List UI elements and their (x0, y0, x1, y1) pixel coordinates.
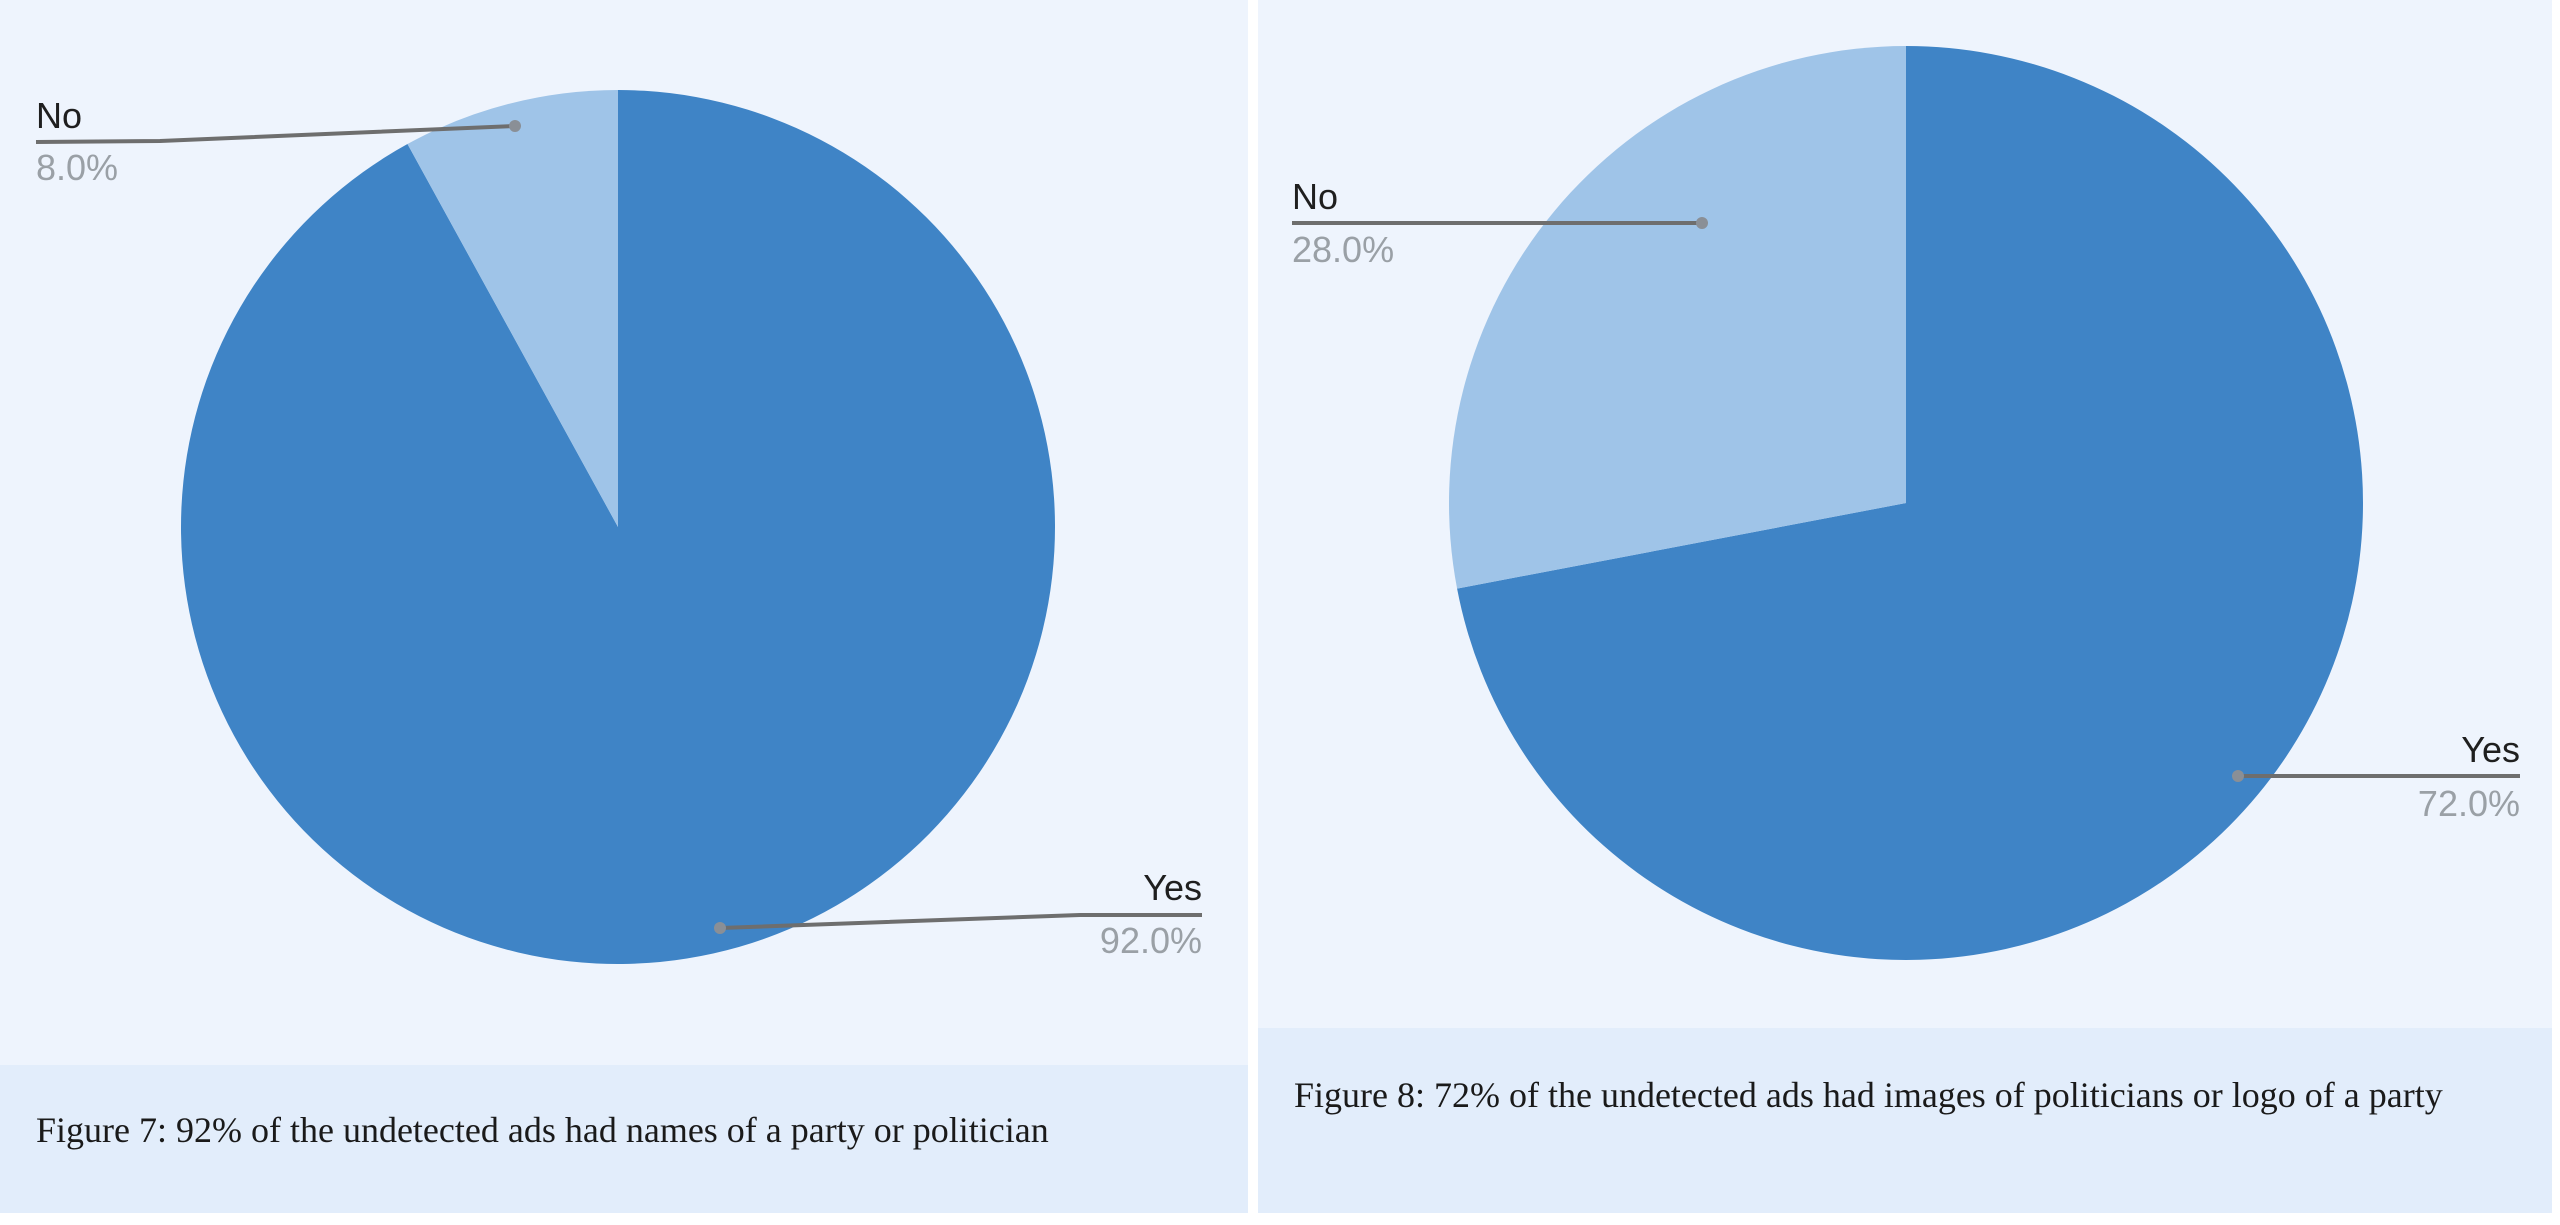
pie-chart-figure-7: No 8.0% Yes 92.0% (35, 90, 1202, 965)
pie-chart-figure-8: No 28.0% Yes 72.0% (1292, 46, 2520, 961)
slice-label-no: No (1292, 176, 1338, 217)
leader-dot-no (509, 120, 521, 132)
figure-caption-box: Figure 7: 92% of the undetected ads had … (0, 1065, 1248, 1213)
slice-value-no: 28.0% (1292, 229, 1394, 270)
pie-slice-no (407, 90, 618, 527)
figure-caption: Figure 8: 72% of the undetected ads had … (1294, 1075, 2443, 1115)
chart-panel-figure-8: No 28.0% Yes 72.0% Figure 8: 72% of the … (1258, 0, 2552, 1213)
slice-label-yes: Yes (2461, 729, 2520, 770)
figure-caption: Figure 7: 92% of the undetected ads had … (36, 1110, 1049, 1150)
pie-slice-yes (1457, 46, 2363, 961)
slice-label-no: No (36, 95, 82, 136)
slice-label-yes: Yes (1143, 867, 1202, 908)
pie-slice-yes (180, 90, 1055, 965)
slice-value-no: 8.0% (36, 147, 118, 188)
leader-line-yes (719, 913, 1202, 930)
pie-slice-no (1449, 46, 1906, 589)
chart-panel-figure-7: No 8.0% Yes 92.0% Figure 7: 92% of the u… (0, 0, 1248, 1213)
leader-dot-no (1696, 217, 1708, 229)
slice-value-yes: 92.0% (1100, 920, 1202, 961)
leader-line-no (35, 124, 516, 144)
figure-caption-box: Figure 8: 72% of the undetected ads had … (1258, 1028, 2552, 1213)
leader-dot-yes (2232, 770, 2244, 782)
slice-value-yes: 72.0% (2418, 783, 2520, 824)
leader-dot-yes (714, 922, 726, 934)
